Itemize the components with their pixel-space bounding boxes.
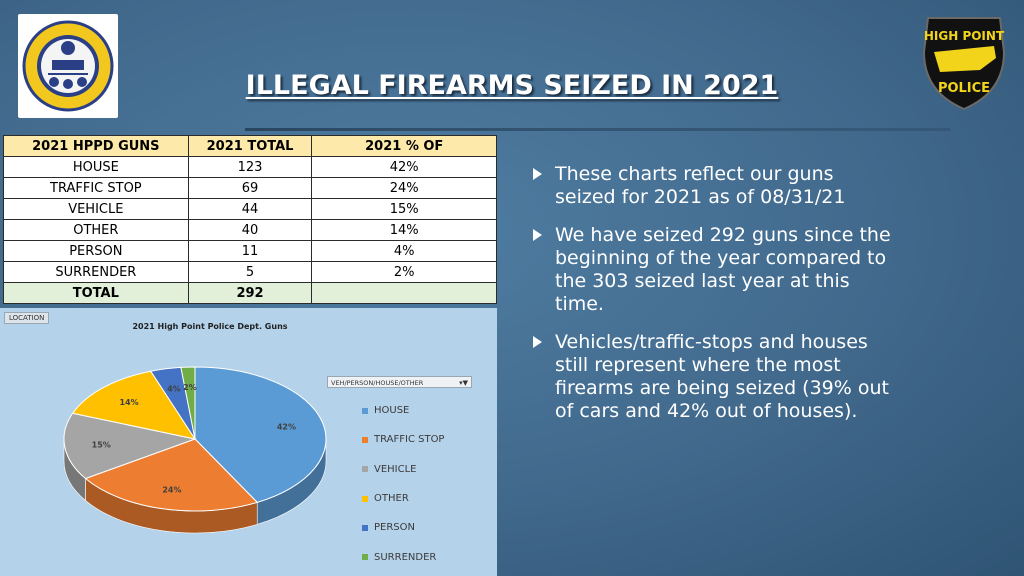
bullet-text: We have seized 292 guns since the beginn… [555, 224, 891, 315]
legend-swatch [362, 436, 368, 443]
bullet-arrow-icon [533, 229, 542, 241]
table-row: OTHER 40 14% [3, 219, 497, 241]
table-header-cell: 2021 HPPD GUNS [3, 135, 189, 157]
badge-top-text: HIGH POINT [924, 29, 1005, 43]
pie-slice-surrender[interactable] [180, 366, 196, 440]
table-cell: VEHICLE [3, 198, 189, 220]
table-total-percent [311, 282, 497, 304]
filter-icon: ▾▼ [459, 379, 468, 387]
table-cell: 69 [187, 177, 313, 199]
bullet-arrow-icon [533, 168, 542, 180]
slide-title: ILLEGAL FIREARMS SEIZED IN 2021 [245, 70, 779, 101]
community-against-violence-logo [18, 14, 118, 118]
legend-item: VEHICLE [362, 455, 492, 484]
table-cell: 5 [187, 261, 313, 283]
legend-item: SURRENDER [362, 542, 492, 571]
pie-slice-other[interactable] [71, 370, 197, 440]
table-row: TRAFFIC STOP 69 24% [3, 177, 497, 199]
table-cell: 14% [311, 219, 497, 241]
legend-item: TRAFFIC STOP [362, 425, 492, 454]
table-cell: 4% [311, 240, 497, 262]
series-filter-dropdown[interactable]: VEH/PERSON/HOUSE/OTHER ▾▼ [327, 376, 472, 388]
table-header-cell: 2021 TOTAL [187, 135, 313, 157]
bullet-text: Vehicles/traffic-stops and houses still … [555, 331, 889, 422]
table-cell: 15% [311, 198, 497, 220]
chart-legend: HOUSE TRAFFIC STOP VEHICLE OTHER PERSON SURRE… [362, 396, 492, 572]
legend-label: TRAFFIC STOP [374, 434, 445, 446]
legend-label: PERSON [374, 522, 415, 534]
table-cell: 42% [311, 156, 497, 178]
pie-data-label: 2% [183, 383, 197, 392]
table-cell: 11 [187, 240, 313, 262]
table-cell: 2% [311, 261, 497, 283]
bullet-item: Vehicles/traffic-stops and houses still … [533, 331, 893, 423]
title-divider [245, 128, 950, 131]
pie-data-label: 4% [167, 384, 181, 393]
table-header-cell: 2021 % OF [311, 135, 497, 157]
pie-chart-panel: 42% 24% 15% 14% 4% 2% LOCATION 2021 High Poin… [0, 308, 497, 576]
table-total-row: TOTAL 292 [3, 282, 497, 304]
filter-label: VEH/PERSON/HOUSE/OTHER [331, 379, 424, 387]
table-row: HOUSE 123 42% [3, 156, 497, 178]
table-cell: OTHER [3, 219, 189, 241]
pie-slice-house[interactable] [194, 366, 327, 503]
legend-label: OTHER [374, 493, 409, 505]
pie-data-label: 24% [162, 485, 181, 494]
pie-data-label: 14% [119, 398, 138, 407]
pie-slice-traffic-stop[interactable] [84, 438, 259, 512]
table-cell: 40 [187, 219, 313, 241]
table-cell: PERSON [3, 240, 189, 262]
pie-data-label: 15% [92, 441, 111, 450]
table-cell: TRAFFIC STOP [3, 177, 189, 199]
table-row: VEHICLE 44 15% [3, 198, 497, 220]
legend-swatch [362, 407, 368, 414]
legend-item: PERSON [362, 513, 492, 542]
bullet-list: These charts reflect our guns seized for… [533, 163, 893, 438]
bullet-item: These charts reflect our guns seized for… [533, 163, 893, 209]
table-cell: 44 [187, 198, 313, 220]
legend-swatch [362, 495, 368, 502]
legend-item: HOUSE [362, 396, 492, 425]
table-cell: HOUSE [3, 156, 189, 178]
legend-label: SURRENDER [374, 551, 437, 563]
legend-item: OTHER [362, 484, 492, 513]
legend-swatch [362, 524, 368, 531]
bullet-item: We have seized 292 guns since the beginn… [533, 224, 893, 316]
table-row: SURRENDER 5 2% [3, 261, 497, 283]
legend-label: VEHICLE [374, 463, 417, 475]
pie-chart: 42% 24% 15% 14% 4% 2% [63, 366, 327, 534]
bullet-text: These charts reflect our guns seized for… [555, 163, 846, 208]
guns-table: 2021 HPPD GUNS 2021 TOTAL 2021 % OF HOUS… [3, 135, 497, 304]
legend-label: HOUSE [374, 405, 410, 417]
chart-title: 2021 High Point Police Dept. Guns [132, 322, 288, 331]
table-total-label: TOTAL [3, 282, 189, 304]
bullet-arrow-icon [533, 336, 542, 348]
table-cell: 24% [311, 177, 497, 199]
location-field-button[interactable]: LOCATION [4, 312, 50, 324]
legend-swatch [362, 554, 368, 561]
table-cell: SURRENDER [3, 261, 189, 283]
pie-data-label: 42% [277, 422, 296, 431]
pie-slice-vehicle[interactable] [63, 412, 197, 480]
legend-swatch [362, 466, 368, 473]
badge-bottom-text: POLICE [938, 81, 990, 96]
table-header-row: 2021 HPPD GUNS 2021 TOTAL 2021 % OF [3, 135, 497, 157]
high-point-police-badge: HIGH POINT POLICE [920, 12, 1008, 112]
table-cell: 123 [187, 156, 313, 178]
table-row: PERSON 11 4% [3, 240, 497, 262]
table-total-value: 292 [187, 282, 313, 304]
